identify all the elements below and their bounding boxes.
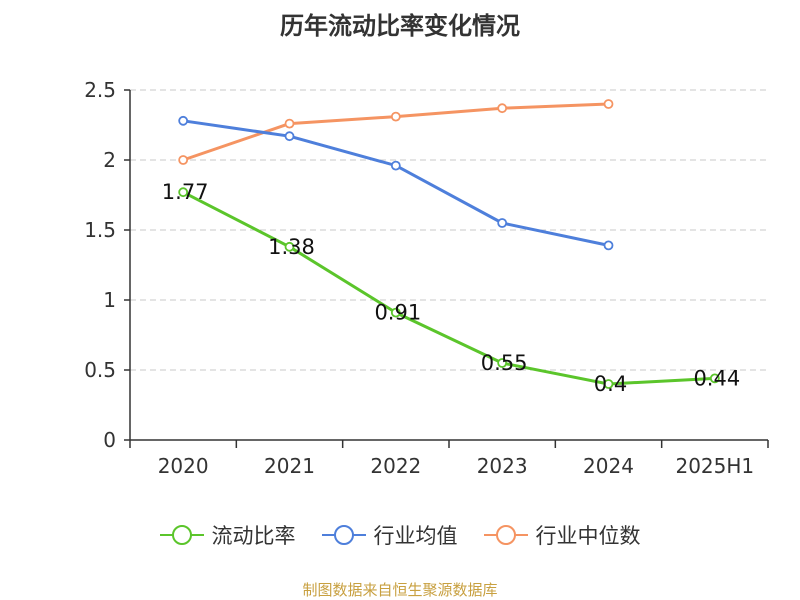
x-tick-label: 2021 bbox=[264, 454, 315, 478]
x-tick-label: 2023 bbox=[477, 454, 528, 478]
legend-item[interactable]: 行业均值 bbox=[321, 520, 458, 550]
legend-label: 行业均值 bbox=[373, 524, 458, 548]
chart-title: 历年流动比率变化情况 bbox=[280, 12, 520, 40]
data-point bbox=[178, 115, 189, 126]
data-point bbox=[390, 307, 401, 318]
data-point bbox=[603, 240, 614, 251]
y-tick-label: 0 bbox=[103, 428, 116, 452]
data-point bbox=[603, 379, 614, 389]
data-label: 0.91 bbox=[374, 301, 421, 325]
data-label: 1.77 bbox=[162, 180, 209, 204]
legend-marker-icon bbox=[483, 525, 528, 545]
data-point bbox=[709, 373, 720, 384]
source-note: 制图数据来自恒生聚源数据库 bbox=[302, 581, 498, 599]
x-tick-label: 2022 bbox=[370, 454, 421, 478]
data-label: 0.44 bbox=[693, 366, 740, 390]
legend-marker-icon bbox=[321, 525, 366, 545]
data-label: 0.55 bbox=[481, 351, 528, 375]
legend-marker-icon bbox=[159, 525, 204, 545]
y-tick-label: 1.5 bbox=[84, 218, 116, 242]
data-point bbox=[284, 131, 295, 142]
y-tick-label: 1 bbox=[103, 288, 116, 312]
x-tick-label: 2024 bbox=[583, 454, 634, 478]
legend-item[interactable]: 流动比率 bbox=[159, 520, 296, 550]
data-label: 1.38 bbox=[268, 235, 315, 259]
data-point bbox=[178, 155, 189, 165]
data-point bbox=[497, 358, 508, 368]
x-tick-label: 2020 bbox=[158, 454, 209, 478]
y-tick-label: 0.5 bbox=[84, 358, 116, 382]
data-point bbox=[497, 218, 508, 228]
legend-item[interactable]: 行业中位数 bbox=[483, 520, 641, 550]
y-tick-label: 2.5 bbox=[84, 78, 116, 102]
data-point bbox=[390, 111, 401, 122]
data-point bbox=[603, 99, 614, 109]
data-point bbox=[390, 160, 401, 171]
data-point bbox=[284, 118, 295, 129]
x-tick-label: 2025H1 bbox=[675, 454, 754, 478]
legend-label: 流动比率 bbox=[211, 524, 296, 548]
series-line bbox=[182, 190, 715, 386]
data-label: 0.4 bbox=[594, 372, 627, 396]
data-point bbox=[497, 103, 508, 114]
data-point bbox=[178, 187, 189, 198]
y-tick-label: 2 bbox=[103, 148, 116, 172]
legend-label: 行业中位数 bbox=[535, 524, 641, 548]
legend: 流动比率 行业均值 行业中位数 bbox=[0, 520, 800, 550]
data-point bbox=[284, 241, 295, 252]
